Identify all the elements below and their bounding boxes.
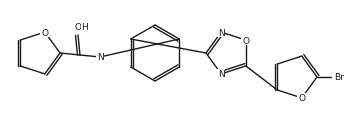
Text: O: O xyxy=(75,23,82,32)
Text: O: O xyxy=(41,28,48,37)
Text: N: N xyxy=(218,70,225,79)
Text: O: O xyxy=(298,94,305,103)
Text: N: N xyxy=(97,53,103,62)
Text: Br: Br xyxy=(334,73,344,82)
Text: O: O xyxy=(242,36,249,45)
Text: H: H xyxy=(82,23,88,32)
Text: N: N xyxy=(218,28,225,37)
